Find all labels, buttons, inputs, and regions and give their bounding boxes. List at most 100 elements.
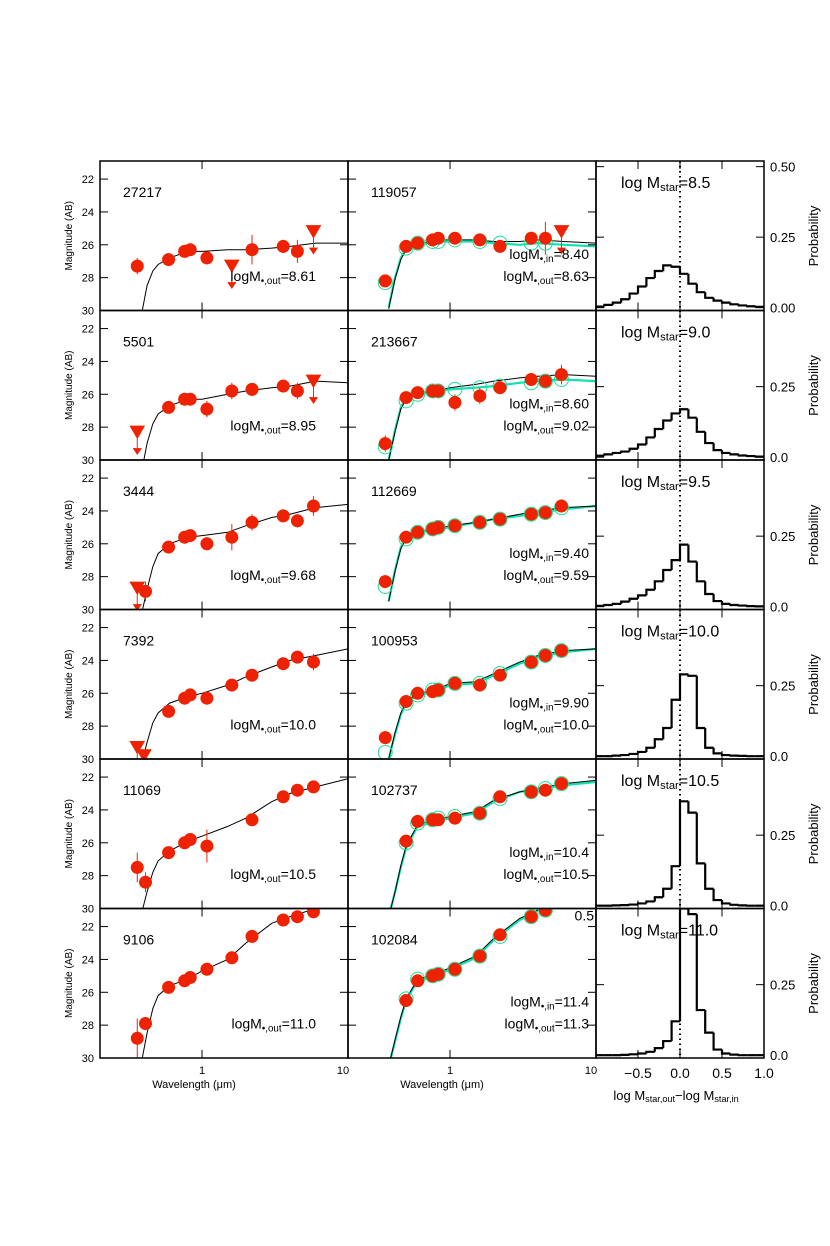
fit-point [472, 805, 488, 821]
data-point [276, 790, 290, 804]
text-part: =10.5 [554, 866, 590, 882]
plot-area [596, 460, 764, 610]
data-point [225, 951, 239, 965]
histogram-bin [645, 436, 655, 445]
histogram-bin [670, 698, 680, 728]
subscript: star,out [645, 1094, 675, 1104]
data-point [245, 813, 259, 827]
panel: 22 24 26 28 30 Magnitude (AB) 5501 logM•,out=8.… [64, 309, 349, 467]
y-axis-label: Probability [806, 205, 821, 266]
data-point [306, 908, 320, 919]
text-part: logM [509, 396, 539, 412]
subscript: star [660, 182, 679, 194]
y-tick-label: 26 [82, 539, 94, 551]
data-point [200, 839, 214, 853]
x-tick-label: 0.5 [712, 1065, 732, 1081]
y-tick-label: 0.0 [770, 600, 788, 615]
mass-label: log Mstar=9.5 [621, 474, 710, 493]
histogram-bin [704, 431, 714, 445]
histogram-bin [704, 1010, 714, 1034]
model-curve [141, 242, 348, 311]
text-part: =10.0 [281, 717, 317, 733]
fit-point [523, 784, 539, 800]
mass-label: log Mstar=10.5 [621, 773, 719, 792]
data-point [245, 382, 259, 396]
object-id: 119057 [371, 184, 417, 200]
data-point [524, 910, 538, 924]
text-part: =9.02 [554, 418, 590, 434]
y-tick-label: 24 [82, 805, 94, 817]
y-tick-label: 24 [82, 655, 94, 667]
histogram-bin [636, 443, 647, 449]
data-point [130, 860, 144, 874]
panel: 0.0 0.25 Probability log Mstar=10.0 [595, 608, 821, 764]
histogram-bin [704, 727, 714, 749]
subscript: star [660, 331, 679, 343]
histogram-bin [653, 738, 664, 748]
text-part: logM [509, 844, 539, 860]
histogram-bin [620, 450, 630, 453]
plot-area [389, 908, 553, 1058]
data-point [139, 875, 153, 889]
histogram-bin [712, 593, 722, 603]
histogram-bin [628, 597, 638, 602]
subscript: star [660, 481, 679, 493]
histogram-bin [695, 283, 706, 294]
data-point [448, 396, 462, 409]
mass-out-label: logM•,out=10.0 [503, 717, 589, 736]
histogram-bin [712, 747, 722, 755]
fit-point [537, 505, 553, 521]
fit-point [523, 909, 539, 925]
y-tick-label: 22 [82, 623, 94, 635]
text-part: =10.0 [679, 624, 720, 641]
text-part: logM [231, 1016, 261, 1032]
plot-area [377, 364, 596, 460]
subscript: •,out [261, 724, 281, 735]
model-curve [143, 380, 348, 460]
histogram-bin [596, 604, 605, 607]
data-point [162, 704, 176, 718]
y-tick-label: 22 [82, 174, 94, 186]
data-point [473, 389, 487, 403]
subscript: •,out [534, 425, 554, 436]
upper-limit [129, 425, 146, 455]
panel-frame [595, 907, 765, 1059]
data-point [200, 962, 214, 976]
text-part: =10.5 [281, 866, 317, 882]
histogram-bin [704, 581, 714, 596]
panel: 0.00 0.25 0.50 Probability log Mstar=8.5 [595, 160, 821, 316]
mass-in-label: logM•,in=8.60 [509, 396, 589, 415]
data-point [538, 374, 552, 388]
text-part: logM [509, 695, 539, 711]
histogram-bin [695, 812, 706, 865]
text-part: =9.5 [679, 474, 711, 491]
y-tick-label: 30 [82, 1053, 94, 1065]
mass-out-label: logM•,out=8.61 [230, 268, 316, 287]
histogram-bin [645, 1050, 655, 1054]
panel: 22 24 26 28 30 Magnitude (AB) 1 10 Wavelength (μ… [64, 907, 349, 1091]
histogram-bin [653, 427, 664, 438]
text-part: logM [503, 567, 533, 583]
mass-out-label: logM•,out=9.02 [503, 418, 589, 437]
histogram-bin [678, 673, 689, 700]
y-tick-label: 30 [82, 904, 94, 916]
subscript: •,in [540, 702, 554, 713]
text-part: log M [621, 175, 660, 192]
text-part: logM [509, 246, 539, 262]
fit-point [537, 373, 553, 389]
data-point [139, 584, 153, 598]
histogram-bin [653, 896, 664, 902]
y-tick-label: 28 [82, 1020, 94, 1032]
data-point [431, 384, 445, 398]
data-point [183, 688, 197, 702]
histogram-bin [729, 452, 739, 456]
histogram-bin [620, 298, 630, 303]
note: 0.5 [575, 908, 595, 924]
data-point [225, 678, 239, 692]
text-part: logM [504, 1016, 534, 1032]
upper-limit [223, 259, 240, 290]
y-axis-label: Probability [806, 504, 821, 565]
